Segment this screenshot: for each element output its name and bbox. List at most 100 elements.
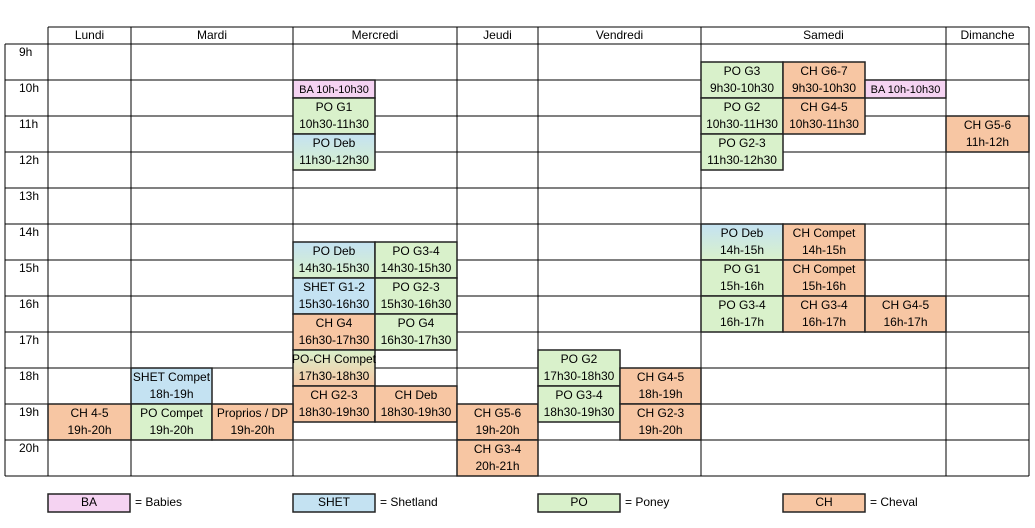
event-label: Proprios / DP — [217, 406, 288, 420]
event-time: 18h30-19h30 — [299, 405, 370, 419]
event-label: PO Deb — [721, 226, 764, 240]
event-label: CH Deb — [395, 388, 438, 402]
event: PO G2 17h30-18h30 — [537, 349, 621, 387]
event-box — [782, 97, 866, 135]
event-time: 16h30-17h30 — [299, 333, 370, 347]
event-box — [700, 133, 784, 171]
event-label: CH G5-6 — [474, 406, 522, 420]
event: SHET Compet 18h-19h — [130, 367, 213, 405]
event-box — [374, 385, 458, 423]
legend-meaning: = Babies — [135, 495, 182, 509]
hour-label: 14h — [19, 225, 39, 239]
event: CH G4-5 10h30-11h30 — [782, 97, 866, 135]
event-time: 14h-15h — [720, 243, 764, 257]
event: CH G2-3 19h-20h — [619, 403, 702, 441]
event-time: 19h-20h — [638, 423, 682, 437]
event-time: 19h-20h — [230, 423, 274, 437]
event: CH G4-5 16h-17h — [864, 295, 947, 333]
event-time: 11h30-12h30 — [707, 153, 777, 167]
event-label: CH G4-5 — [882, 298, 930, 312]
event-box — [782, 295, 866, 333]
event-box — [700, 295, 784, 333]
event: PO Deb 11h30-12h30 — [292, 133, 376, 171]
event-time: 14h30-15h30 — [299, 261, 370, 275]
event-label: CH G4-5 — [800, 100, 848, 114]
event-time: 10h30-11H30 — [706, 117, 778, 131]
event: CH G5-6 19h-20h — [456, 403, 539, 441]
event-label: CH 4-5 — [70, 406, 108, 420]
event-label: CH G4-5 — [637, 370, 685, 384]
hour-label: 10h — [19, 81, 39, 95]
event-time: 17h30-18h30 — [299, 369, 370, 383]
event-time: 15h30-16h30 — [299, 297, 370, 311]
event: CH G3-4 20h-21h — [456, 439, 539, 477]
event: PO Compet 19h-20h — [130, 403, 213, 441]
event-time: 20h-21h — [475, 459, 519, 473]
event: PO-CH Compet 17h30-18h30 — [292, 349, 377, 387]
legend-meaning: = Poney — [625, 495, 669, 509]
legend-code: BA — [81, 495, 97, 509]
legend-swatch — [782, 493, 866, 513]
event-label: SHET G1-2 — [303, 280, 365, 294]
event: BA 10h-10h30 — [864, 79, 947, 99]
event: PO Deb 14h-15h — [700, 223, 784, 261]
hour-label: 20h — [19, 441, 39, 455]
event: CH G4 16h30-17h30 — [292, 313, 376, 351]
hour-label: 11h — [19, 117, 38, 131]
event: CH G4-5 18h-19h — [619, 367, 702, 405]
event-label: SHET Compet — [133, 370, 211, 384]
event: PO G2 10h30-11H30 — [700, 97, 784, 135]
event-label: PO G1 — [724, 262, 761, 276]
event-time: 15h-16h — [802, 279, 846, 293]
event-label: PO G3 — [724, 64, 761, 78]
event: PO G3-4 14h30-15h30 — [374, 241, 458, 279]
event-time: 16h30-17h30 — [381, 333, 452, 347]
event: Proprios / DP 19h-20h — [211, 403, 294, 441]
hour-label: 12h — [19, 153, 39, 167]
event-label: CH Compet — [793, 226, 856, 240]
event-label: PO G2 — [724, 100, 761, 114]
legend-code: CH — [815, 495, 832, 509]
event-time: 14h-15h — [802, 243, 846, 257]
event: PO G2-3 15h30-16h30 — [374, 277, 458, 315]
event-time: 9h30-10h30 — [710, 81, 774, 95]
hour-label: 9h — [19, 45, 32, 59]
event: CH G5-6 11h-12h — [945, 115, 1030, 153]
event: PO G1 10h30-11h30 — [292, 97, 376, 135]
event-label: PO G1 — [316, 100, 353, 114]
event-time: 18h30-19h30 — [544, 405, 615, 419]
event-time: 18h-19h — [149, 387, 193, 401]
event-box — [619, 403, 702, 441]
event: PO G3-4 16h-17h — [700, 295, 784, 333]
event: BA 10h-10h30 — [292, 79, 376, 99]
event-box — [864, 79, 947, 99]
event: CH G6-7 9h30-10h30 — [782, 61, 866, 99]
day-header: Lundi — [75, 28, 104, 42]
event: PO G4 16h30-17h30 — [374, 313, 458, 351]
legend-swatch — [292, 493, 376, 513]
event: SHET G1-2 15h30-16h30 — [292, 277, 376, 315]
event-label: CH G3-4 — [474, 442, 522, 456]
event-label: PO Deb — [313, 136, 356, 150]
event-time: 10h30-11h30 — [789, 117, 859, 131]
event-box — [456, 439, 539, 477]
event-box — [130, 367, 213, 405]
event: PO G3-4 18h30-19h30 — [537, 385, 621, 423]
day-header: Mardi — [197, 28, 227, 42]
legend-meaning: = Cheval — [870, 495, 918, 509]
event-label: CH G6-7 — [800, 64, 848, 78]
event-box — [211, 403, 294, 441]
day-header: Vendredi — [596, 28, 643, 42]
event-time: 15h30-16h30 — [381, 297, 452, 311]
event-label: CH G2-3 — [637, 406, 685, 420]
event-label: CH G4 — [316, 316, 353, 330]
event: PO Deb 14h30-15h30 — [292, 241, 376, 279]
event: PO G1 15h-16h — [700, 259, 784, 297]
hour-label: 15h — [19, 261, 39, 275]
event-label: PO Compet — [140, 406, 203, 420]
event-label: CH G5-6 — [964, 118, 1012, 132]
event-time: 19h-20h — [67, 423, 111, 437]
event-time: 18h-19h — [638, 387, 682, 401]
event-label: CH G2-3 — [310, 388, 358, 402]
